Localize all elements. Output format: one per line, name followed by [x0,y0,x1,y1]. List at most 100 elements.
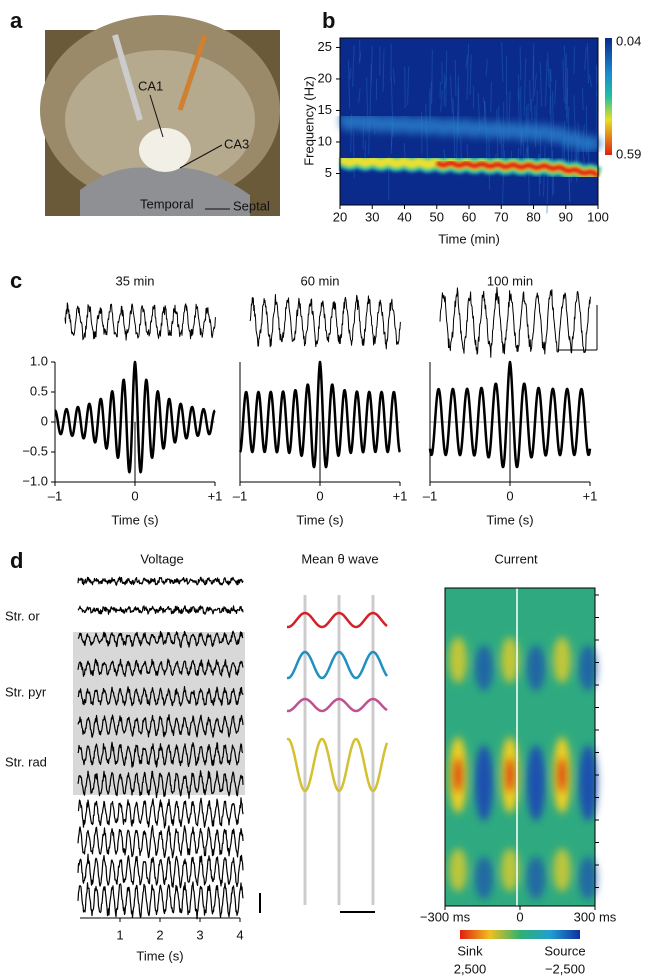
spectrogram-streak [554,79,557,105]
mean-theta-wave [286,650,389,680]
x-tick-label: +1 [393,488,408,503]
annotation: Temporal [140,196,194,211]
column-title: Voltage [140,551,183,566]
spectrogram-streak [589,74,593,87]
x-tick-label: 0 [506,488,513,503]
column-title: Mean θ wave [301,551,378,566]
voltage-trace [77,630,244,648]
csd-blob [475,745,493,821]
spectrogram-haze [336,112,604,154]
spectrogram-streak [450,75,453,114]
spectrogram-streak [595,64,598,97]
trace-title: 35 min [115,273,154,288]
spectrogram-streak [348,60,351,109]
csd-blob [501,637,519,683]
y-axis-label: Frequency (Hz) [301,76,316,166]
x-tick-label: 0 [516,909,523,924]
spectrogram-streak [549,68,552,82]
spectrogram-streak [517,74,520,101]
voltage-trace [77,576,244,586]
csd-blob [557,757,567,793]
spectrogram-streak [358,52,362,64]
x-tick-label: +1 [583,488,598,503]
x-tick-label: –1 [423,488,437,503]
lfp-trace [439,286,591,358]
csd-blob [579,745,597,821]
spectrogram-streak [407,66,410,105]
colorbar [605,38,612,155]
y-tick-label: 0 [41,413,48,428]
panel-label: d [10,548,23,573]
spectrogram-streak [539,62,543,107]
autocorrelogram [428,360,592,469]
voltage-trace [77,658,244,678]
x-tick-label: 30 [365,209,379,224]
autocorrelogram [238,360,402,469]
x-axis-label: Time (s) [296,512,343,527]
y-tick-label: 10 [318,133,332,148]
csd-blob [527,745,545,821]
spectrogram-streak [563,45,566,72]
spectrogram-band [435,160,600,178]
spectrogram-streak [490,82,492,112]
annotation: Septal [233,198,270,213]
x-tick-label: 100 [587,209,609,224]
x-tick-label: 2 [156,927,163,942]
x-tick-label: –1 [233,488,247,503]
y-tick-label: 25 [318,39,332,54]
voltage-trace [77,741,244,768]
spectrogram-streak [573,94,576,137]
y-tick-label: 20 [318,70,332,85]
spectrogram-streak [445,50,448,108]
colorbar [460,930,580,939]
spectrogram-streak [429,81,432,124]
y-tick-label: 1.0 [30,353,48,368]
layer-label: Str. pyr [5,684,47,699]
csd-blob [501,848,519,892]
spectrogram-streak [392,68,396,84]
x-tick-label: 3 [196,927,203,942]
csd-blob [475,856,493,900]
spectrogram-streak [523,58,527,116]
spectrogram-streak [382,49,385,92]
x-tick-label: 0 [316,488,323,503]
x-tick-label: −300 ms [420,909,471,924]
y-tick-label: 5 [325,165,332,180]
voltage-trace [77,825,244,859]
x-tick-label: 4 [236,927,243,942]
x-axis-label: Time (min) [438,231,500,246]
photo [40,15,280,216]
panel-label: c [10,268,22,293]
spectrogram-streak [544,60,548,107]
spectrogram-streak [465,54,469,69]
spectrogram-streak [352,45,355,87]
spectrogram-streak [532,55,535,102]
colorbar-tick-label: 2,500 [454,961,487,976]
y-tick-label: −1.0 [22,473,48,488]
spectrogram-streak [443,74,446,106]
spectrogram-streak [454,59,457,97]
voltage-trace [77,605,244,615]
annotation: CA1 [138,78,163,93]
colorbar-tick-label: −2,500 [545,961,585,976]
spectrogram-streak [519,46,522,80]
spectrogram-streak [581,87,584,111]
x-axis-label: Time (s) [136,948,183,963]
spectrogram-streak [466,43,470,100]
voltage-trace [77,714,244,738]
x-tick-label: 1 [116,927,123,942]
spectrogram-streak [485,59,488,76]
x-tick-label: –1 [48,488,62,503]
voltage-trace [77,797,244,829]
spectrogram-streak [482,97,486,112]
colorbar-label: 0.59 [616,146,641,161]
trace-title: 100 min [487,273,533,288]
csd-blob [505,757,515,793]
spectrogram-streak [349,67,352,80]
layer-label: Str. rad [5,754,47,769]
panel-label: b [322,8,335,33]
spectrogram-streak [565,53,567,110]
layer-label: Str. or [5,608,40,623]
csd-blob [475,645,493,691]
